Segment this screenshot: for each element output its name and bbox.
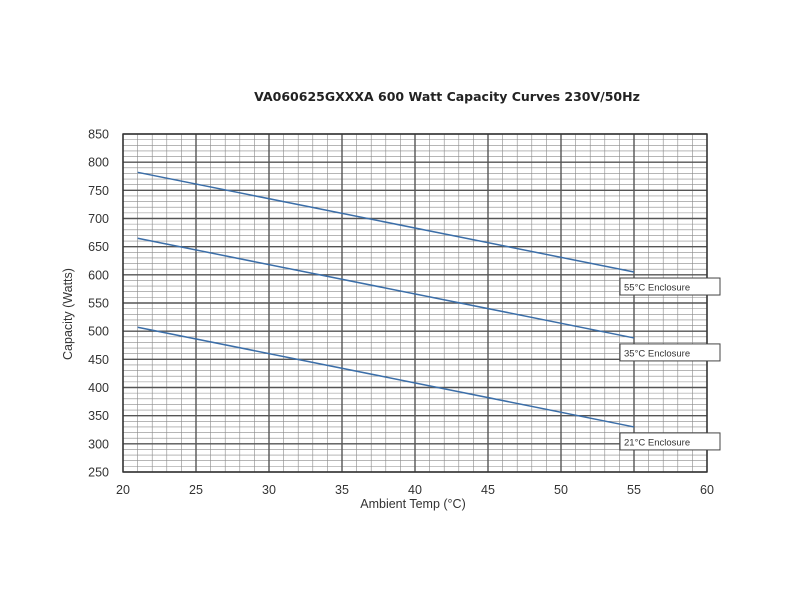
series-label-box-1 [619, 343, 721, 362]
y-tick-label: 550 [88, 297, 109, 311]
x-tick-label: 45 [481, 483, 495, 497]
y-axis-label: Capacity (Watts) [61, 268, 75, 360]
x-tick-label: 40 [408, 483, 422, 497]
series-label-0: 55°C Enclosure [624, 283, 690, 294]
y-tick-label: 300 [88, 437, 109, 451]
plot-frame [122, 133, 708, 473]
series-labels: 55°C Enclosure 35°C Enclosure 21°C Enclosu… [619, 277, 721, 451]
grid [122, 133, 708, 473]
x-tick-label: 55 [627, 483, 641, 497]
series-line-1 [137, 237, 635, 339]
series-line-0 [137, 171, 635, 273]
series-label-1: 35°C Enclosure [624, 348, 690, 359]
x-tick-label: 60 [700, 483, 714, 497]
y-tick-label: 250 [88, 466, 109, 480]
x-tick-label: 20 [116, 483, 130, 497]
y-tick-label: 800 [88, 156, 109, 170]
y-tick-label: 400 [88, 381, 109, 395]
y-tick-label: 350 [88, 409, 109, 423]
y-tick-label: 850 [88, 128, 109, 142]
y-tick-label: 700 [88, 212, 109, 226]
x-tick-label: 35 [335, 483, 349, 497]
x-tick-label: 25 [189, 483, 203, 497]
axes: 20 25 30 35 40 45 50 55 60 250 300 350 400 450 500 550 6… [88, 128, 714, 498]
series-label-box-0 [619, 277, 721, 296]
y-tick-label: 500 [88, 325, 109, 339]
x-tick-label: 30 [262, 483, 276, 497]
series-line-2 [137, 326, 635, 428]
y-tick-label: 600 [88, 268, 109, 282]
x-tick-label: 50 [554, 483, 568, 497]
series-label-box-2 [619, 432, 721, 451]
y-tick-label: 650 [88, 240, 109, 254]
y-tick-label: 750 [88, 184, 109, 198]
x-axis-label: Ambient Temp (°C) [360, 497, 466, 511]
series-group [137, 171, 635, 428]
chart-title: VA060625GXXXA 600 Watt Capacity Curves 2… [254, 89, 640, 104]
y-tick-label: 450 [88, 353, 109, 367]
series-label-2: 21°C Enclosure [624, 437, 690, 448]
